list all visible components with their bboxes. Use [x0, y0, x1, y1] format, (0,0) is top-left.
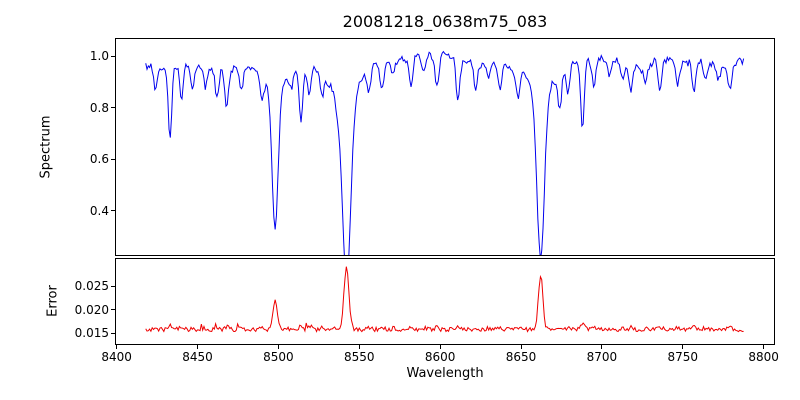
x-tick-mark — [601, 345, 603, 349]
x-tick-label: 8600 — [424, 350, 456, 364]
y-tick-mark — [111, 210, 115, 212]
spectrum-line-plot — [145, 50, 745, 255]
x-tick-mark — [277, 345, 279, 349]
x-tick-mark — [520, 345, 522, 349]
y-tick-label: 1.0 — [89, 49, 109, 64]
error-series-line — [145, 266, 744, 333]
error-line-plot — [145, 266, 744, 333]
y-tick-label: 0.025 — [74, 279, 109, 294]
y-tick-mark — [111, 332, 115, 334]
x-tick-label: 8400 — [101, 350, 132, 364]
x-tick-label: 8450 — [182, 350, 213, 364]
x-tick-label: 8650 — [505, 350, 537, 364]
error-y-axis-label: Error — [45, 285, 61, 317]
x-tick-mark — [358, 345, 360, 349]
x-tick-label: 8800 — [748, 350, 779, 364]
y-tick-label: 0.8 — [89, 100, 109, 115]
x-tick-mark — [197, 345, 198, 349]
error-panel — [115, 258, 775, 345]
y-tick-label: 0.4 — [89, 203, 109, 218]
x-tick-mark — [763, 345, 765, 349]
y-tick-mark — [111, 309, 115, 311]
x-tick-label: 8750 — [667, 350, 699, 364]
x-tick-label: 8700 — [586, 350, 618, 364]
y-tick-mark — [111, 107, 115, 109]
spectrum-y-axis-label: Spectrum — [38, 115, 54, 179]
x-axis-label: Wavelength — [406, 366, 484, 381]
y-tick-label: 0.6 — [89, 152, 109, 167]
y-tick-mark — [111, 158, 115, 160]
y-tick-mark — [111, 55, 115, 57]
x-tick-mark — [682, 345, 684, 349]
y-tick-label: 0.020 — [74, 302, 109, 317]
y-tick-label: 0.015 — [74, 326, 109, 341]
spectrum-series-line — [145, 50, 745, 255]
x-tick-mark — [116, 345, 118, 349]
y-tick-mark — [111, 285, 115, 287]
x-tick-mark — [439, 345, 441, 349]
spectrum-panel — [115, 38, 775, 256]
plot-title: 20081218_0638m75_083 — [342, 12, 548, 31]
x-tick-label: 8550 — [343, 350, 375, 364]
x-tick-label: 8500 — [263, 350, 294, 364]
